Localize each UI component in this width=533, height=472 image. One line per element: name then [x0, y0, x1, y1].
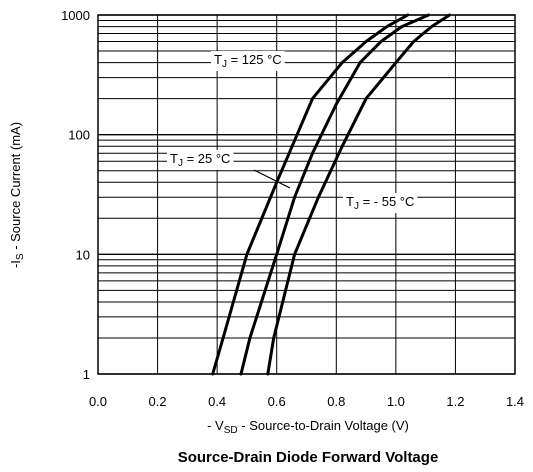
chart-title: Source-Drain Diode Forward Voltage	[178, 449, 439, 466]
series-label-subscript: J	[222, 59, 227, 70]
series-annotation-background	[167, 150, 234, 170]
y-axis-label-prefix: -I	[8, 260, 23, 268]
x-axis-label-prefix: - V	[207, 418, 224, 433]
series-annotation-background	[211, 51, 285, 71]
series-annotation: TJ = 125 °C	[211, 51, 285, 71]
x-tick-label: 0.2	[149, 394, 167, 409]
x-axis-label-suffix: - Source-to-Drain Voltage (V)	[238, 418, 409, 433]
y-tick-label: 1	[83, 367, 90, 382]
annotation-leader	[253, 169, 291, 189]
series-label-prefix: T	[214, 52, 222, 67]
y-axis-label: -IS - Source Current (mA)	[8, 122, 26, 268]
x-tick-label: 0.6	[268, 394, 286, 409]
x-tick-label: 0.0	[89, 394, 107, 409]
series-label-prefix: T	[170, 151, 178, 166]
x-tick-label: 1.2	[446, 394, 464, 409]
series-annotation: TJ = 25 °C	[167, 150, 234, 170]
x-tick-label: 0.8	[327, 394, 345, 409]
series-label: TJ = - 55 °C	[346, 194, 414, 212]
series-annotation-background	[343, 193, 418, 213]
x-tick-label: 1.0	[387, 394, 405, 409]
y-tick-label: 1000	[61, 8, 90, 23]
x-axis-label-subscript: SD	[224, 425, 238, 436]
series-label-suffix: = 125 °C	[227, 52, 282, 67]
series-label-suffix: = 25 °C	[183, 151, 230, 166]
series-label-subscript: J	[178, 158, 183, 169]
series-line	[239, 13, 431, 376]
series-label-subscript: J	[354, 201, 359, 212]
series-label: TJ = 125 °C	[214, 52, 282, 70]
y-tick-label: 100	[68, 128, 90, 143]
series-label: TJ = 25 °C	[170, 151, 230, 169]
plot-frame	[97, 14, 516, 375]
series-label-prefix: T	[346, 194, 354, 209]
x-tick-label: 0.4	[208, 394, 226, 409]
series-label-suffix: = - 55 °C	[359, 194, 414, 209]
y-axis-label-suffix: - Source Current (mA)	[8, 122, 23, 253]
y-tick-label: 10	[76, 247, 90, 262]
x-tick-label: 1.4	[506, 394, 524, 409]
series-annotation: TJ = - 55 °C	[343, 193, 418, 213]
y-axis-label-subscript: S	[15, 253, 26, 260]
series-line	[266, 13, 451, 376]
series-line	[211, 13, 410, 376]
x-axis-label: - VSD - Source-to-Drain Voltage (V)	[207, 418, 409, 436]
axes	[97, 14, 516, 375]
curves	[211, 13, 451, 376]
